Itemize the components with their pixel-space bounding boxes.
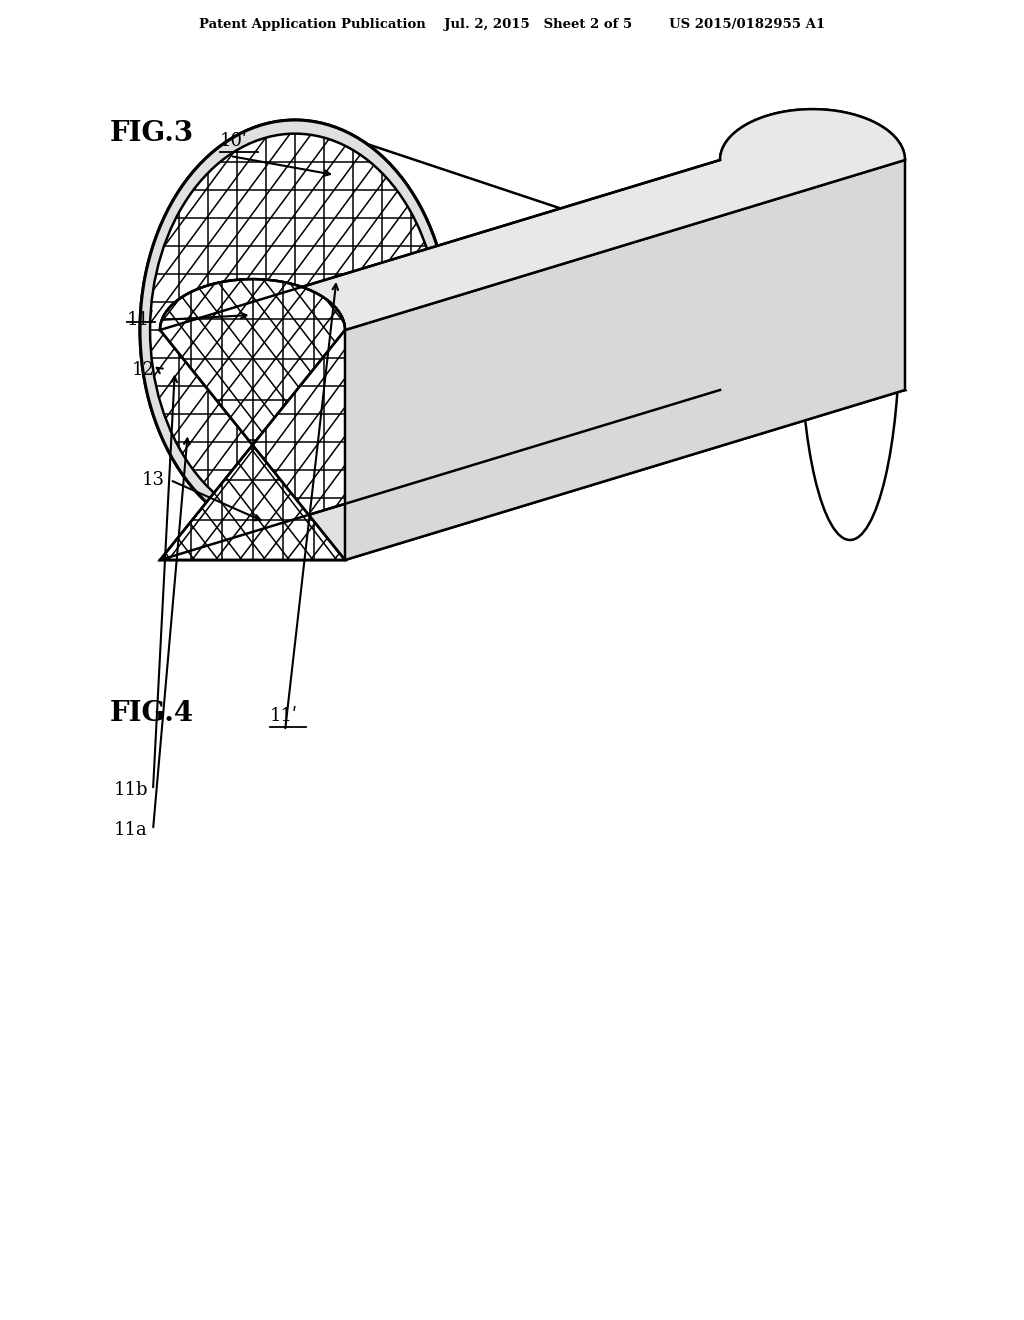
Polygon shape bbox=[160, 389, 905, 560]
Text: 11b: 11b bbox=[114, 781, 148, 799]
Polygon shape bbox=[160, 110, 905, 330]
Text: Patent Application Publication    Jul. 2, 2015   Sheet 2 of 5        US 2015/018: Patent Application Publication Jul. 2, 2… bbox=[199, 18, 825, 30]
Text: 13: 13 bbox=[142, 471, 165, 488]
Ellipse shape bbox=[151, 133, 440, 527]
Text: 10ʹ: 10ʹ bbox=[220, 132, 248, 150]
Text: 11ʹ: 11ʹ bbox=[127, 312, 155, 329]
Ellipse shape bbox=[140, 120, 450, 540]
Polygon shape bbox=[295, 120, 850, 540]
Ellipse shape bbox=[140, 120, 450, 540]
Polygon shape bbox=[720, 110, 905, 389]
Polygon shape bbox=[345, 160, 905, 560]
Ellipse shape bbox=[151, 133, 440, 527]
Text: FIG.4: FIG.4 bbox=[110, 700, 195, 727]
Ellipse shape bbox=[801, 120, 900, 540]
Text: 11a: 11a bbox=[115, 821, 148, 840]
Text: 12: 12 bbox=[132, 360, 155, 379]
Text: FIG.3: FIG.3 bbox=[110, 120, 195, 147]
Polygon shape bbox=[160, 279, 345, 560]
Text: 11ʹ: 11ʹ bbox=[270, 708, 298, 725]
